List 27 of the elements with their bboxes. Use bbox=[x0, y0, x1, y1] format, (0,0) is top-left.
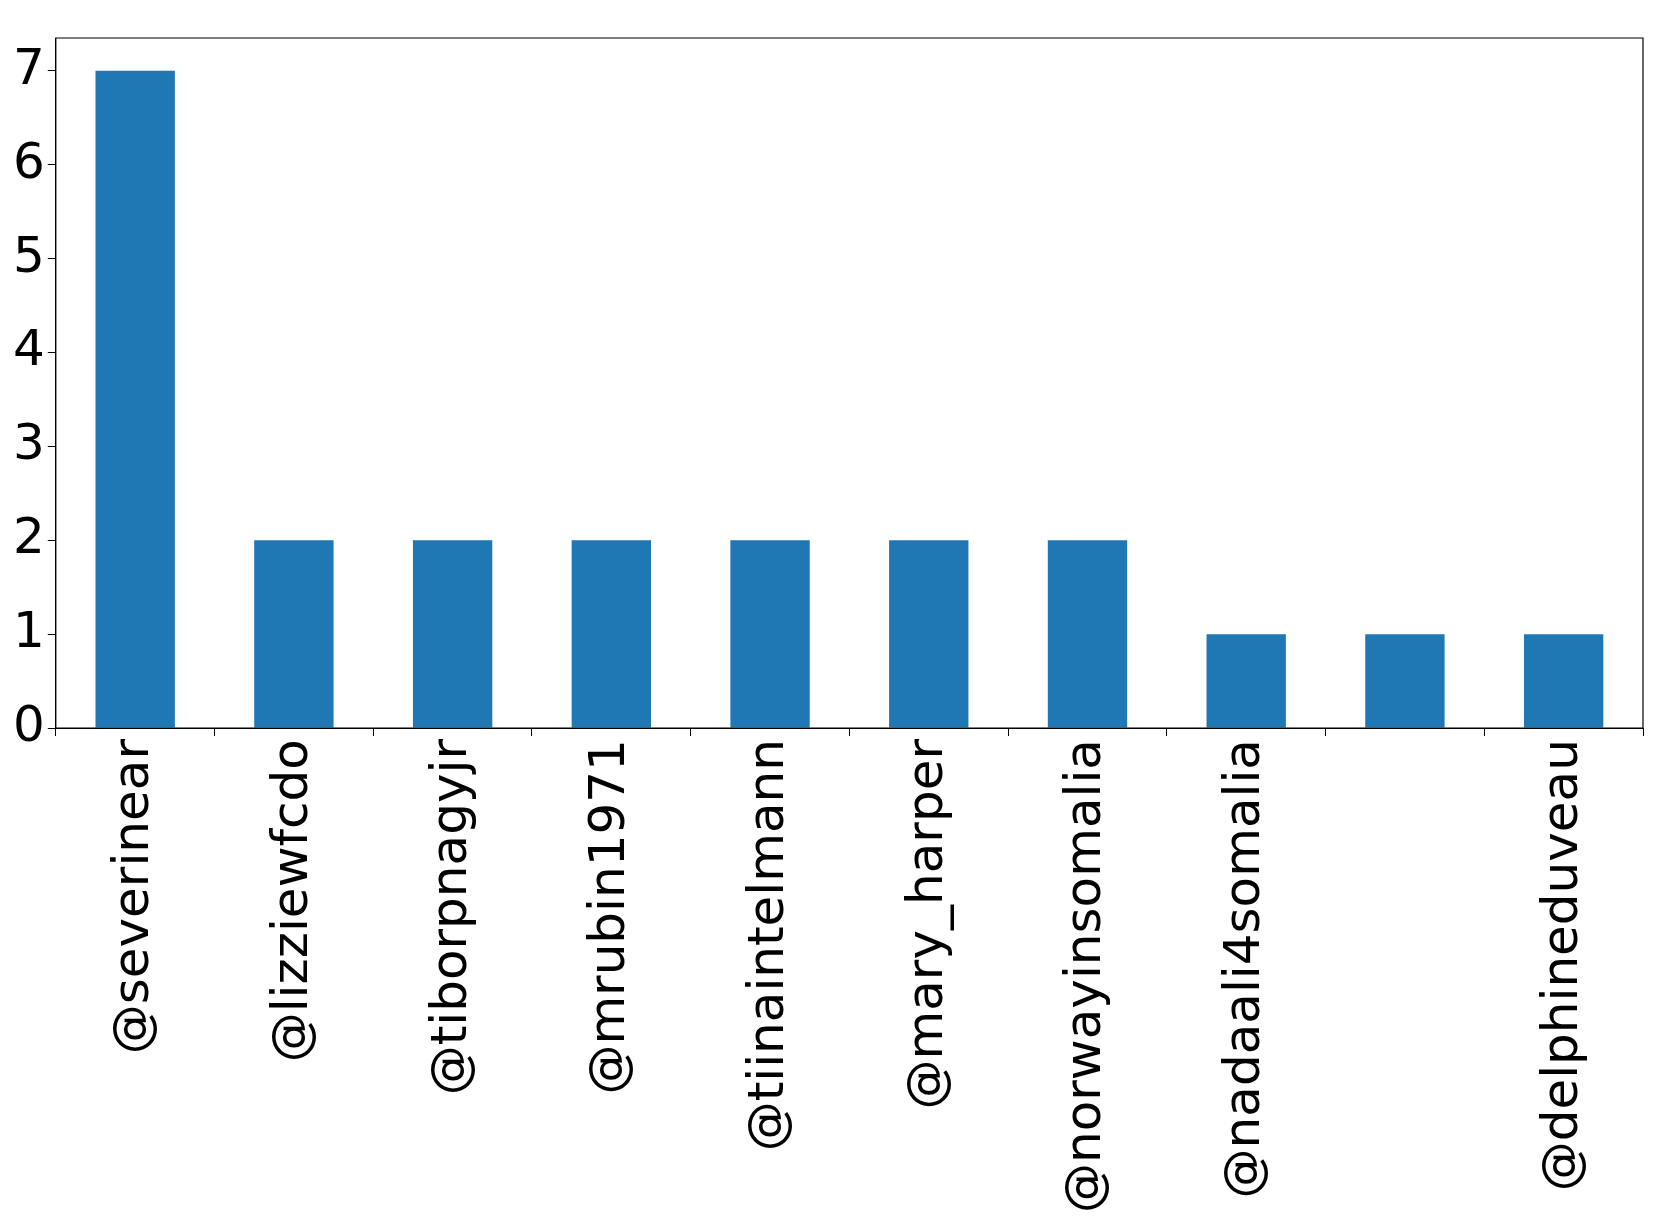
bar bbox=[254, 540, 334, 728]
y-tick-label: 3 bbox=[13, 413, 45, 472]
bar bbox=[412, 540, 493, 728]
x-tick-label: @mrubin1971 bbox=[578, 739, 637, 1095]
bar bbox=[1206, 634, 1286, 728]
bar bbox=[571, 540, 652, 728]
bar bbox=[95, 70, 175, 728]
bar bbox=[730, 540, 810, 728]
bar bbox=[1365, 634, 1445, 728]
x-tick-label: @delphineduveau bbox=[1530, 739, 1589, 1192]
y-tick-label: 5 bbox=[13, 225, 45, 284]
x-tick-label: @severinear bbox=[102, 738, 161, 1055]
y-tick-label: 7 bbox=[13, 37, 45, 96]
bar bbox=[1523, 634, 1604, 728]
x-tick-label: @lizziewfcdo bbox=[260, 739, 319, 1063]
y-tick-label: 4 bbox=[13, 319, 45, 378]
x-tick-label: @tiborpnagyjr bbox=[419, 738, 478, 1096]
x-tick-label: @mary_harper bbox=[895, 738, 954, 1110]
y-tick-label: 2 bbox=[13, 507, 45, 566]
bar bbox=[1047, 540, 1128, 728]
x-tick-label: @norwayinsomalia bbox=[1054, 739, 1113, 1213]
x-tick-label: @tiinaintelmann bbox=[737, 739, 796, 1152]
bar bbox=[889, 540, 969, 728]
y-tick-label: 1 bbox=[13, 601, 45, 660]
y-tick-label: 6 bbox=[13, 131, 45, 190]
y-tick-label: 0 bbox=[13, 695, 45, 754]
x-tick-label: @nadaali4somalia bbox=[1213, 739, 1272, 1199]
